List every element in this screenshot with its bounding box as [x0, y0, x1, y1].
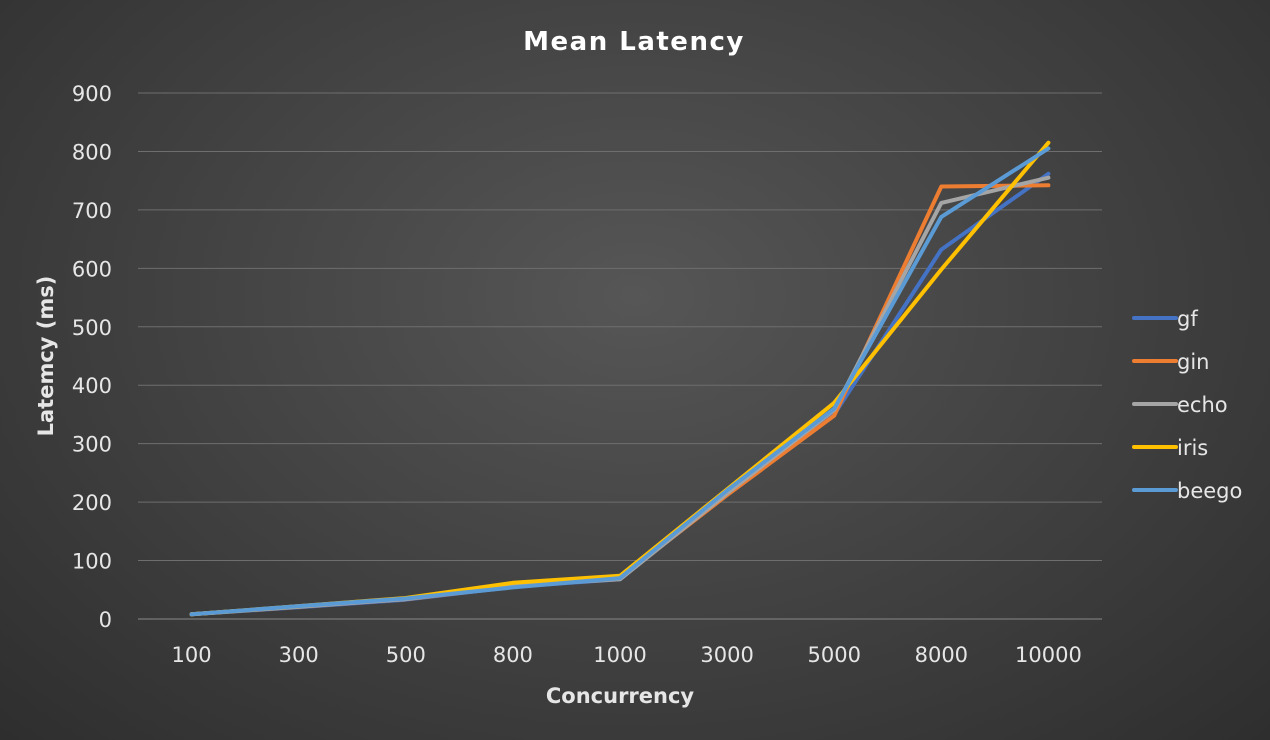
- y-tick-label: 700: [72, 199, 112, 223]
- gridlines: [138, 92, 1102, 620]
- series-line-iris: [189, 140, 1051, 617]
- x-tick-label: 300: [279, 643, 319, 667]
- y-tick-label: 900: [72, 82, 112, 106]
- series-line-gf: [189, 171, 1051, 617]
- y-tick-label: 0: [99, 608, 112, 632]
- series-line-beego: [189, 146, 1051, 617]
- x-tick-label: 1000: [593, 643, 646, 667]
- x-tick-label: 10000: [1015, 643, 1082, 667]
- legend-label-gin: gin: [1177, 350, 1209, 374]
- chart-title: Mean Latency: [523, 27, 745, 57]
- x-tick-label: 100: [172, 643, 212, 667]
- legend-label-beego: beego: [1177, 479, 1242, 503]
- x-tick-label: 800: [493, 643, 533, 667]
- x-tick-label: 500: [386, 643, 426, 667]
- y-axis-ticks: 0 100 200 300 400 500 600 700 800 900: [72, 82, 112, 632]
- y-tick-label: 600: [72, 257, 112, 281]
- x-axis-ticks: 100 300 500 800 1000 3000 5000 8000 10000: [172, 643, 1082, 667]
- series-lines: [189, 140, 1051, 617]
- legend-label-iris: iris: [1177, 436, 1208, 460]
- legend: gf gin echo iris beego: [1132, 307, 1242, 503]
- legend-label-gf: gf: [1177, 307, 1198, 331]
- x-tick-label: 8000: [915, 643, 968, 667]
- y-tick-label: 400: [72, 374, 112, 398]
- y-tick-label: 100: [72, 550, 112, 574]
- y-tick-label: 500: [72, 316, 112, 340]
- x-tick-label: 5000: [807, 643, 860, 667]
- y-tick-label: 300: [72, 433, 112, 457]
- series-line-echo: [189, 175, 1051, 617]
- y-axis-title: Latemcy (ms): [34, 276, 58, 437]
- y-tick-label: 800: [72, 140, 112, 164]
- legend-label-echo: echo: [1177, 393, 1228, 417]
- x-tick-label: 3000: [700, 643, 753, 667]
- x-axis-title: Concurrency: [546, 684, 695, 708]
- y-tick-label: 200: [72, 491, 112, 515]
- series-line-gin: [189, 183, 1051, 617]
